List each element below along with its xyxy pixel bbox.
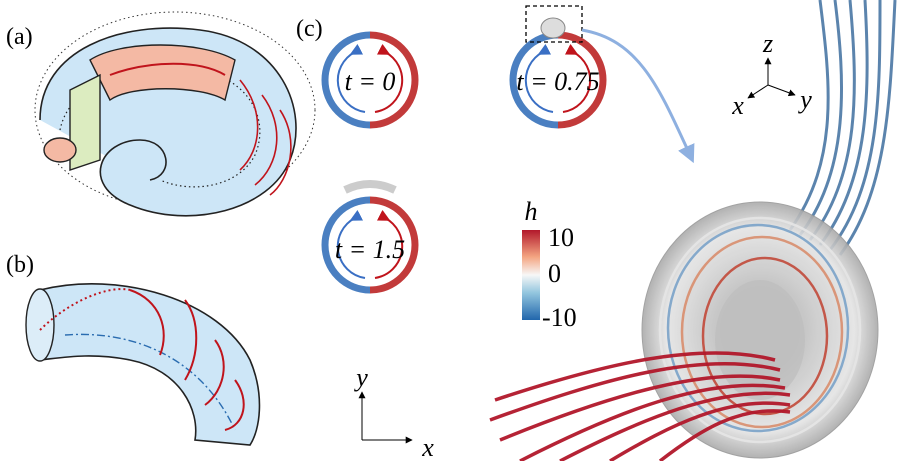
- panel-b: (b): [6, 252, 259, 445]
- shape: [768, 85, 795, 95]
- axis-label: x: [421, 433, 434, 461]
- axis-label: x: [731, 91, 744, 120]
- shape: [522, 230, 540, 320]
- figure: (a) (b) (c) t = 0 t = 0.75 t = 1.5: [0, 0, 907, 461]
- panel-label: (b): [6, 252, 34, 278]
- panel-label: (c): [296, 16, 323, 42]
- colorbar-tick: 10: [548, 223, 574, 252]
- shape: [44, 138, 76, 162]
- time-label: t = 0.75: [516, 67, 599, 96]
- colorbar-tick: -10: [542, 303, 577, 332]
- colorbar: h 10 0 -10: [522, 197, 577, 332]
- shape: [748, 85, 768, 98]
- time-label: t = 1.5: [335, 235, 405, 264]
- shape: [810, 0, 854, 240]
- colorbar-label: h: [525, 197, 538, 226]
- time-label: t = 0: [345, 67, 396, 96]
- panel-a: (a): [6, 12, 315, 216]
- axis-label: y: [353, 363, 368, 392]
- axis-label: y: [797, 85, 812, 114]
- shape: [345, 184, 395, 190]
- ring-t0: t = 0: [325, 35, 415, 125]
- shape: [541, 18, 565, 38]
- colorbar-tick: 0: [548, 259, 561, 288]
- shape: [26, 289, 54, 361]
- axis-label: z: [762, 29, 773, 58]
- ring-t15: t = 1.5: [325, 184, 415, 290]
- axes-3d: z y x: [731, 29, 812, 120]
- shape: [40, 284, 259, 445]
- shape: [715, 280, 805, 400]
- axes-2d: y x: [353, 363, 434, 461]
- ring-t075: t = 0.75: [513, 6, 690, 155]
- panel-label: (a): [6, 24, 33, 50]
